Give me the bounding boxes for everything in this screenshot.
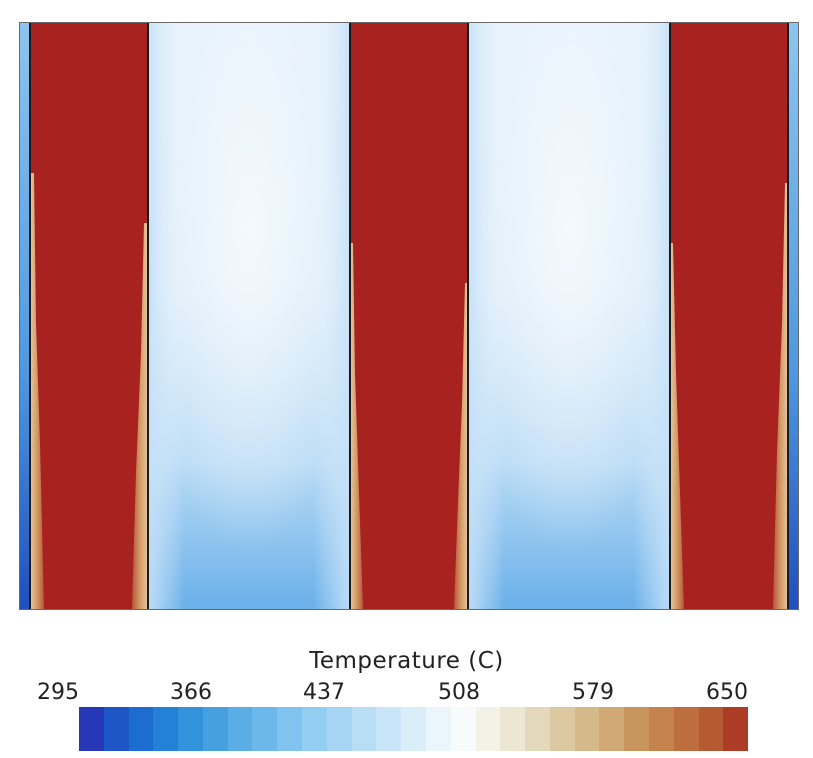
right-edge-strip bbox=[788, 23, 798, 609]
cool-region-2 bbox=[468, 23, 670, 609]
colorbar-cell bbox=[648, 707, 674, 751]
colorbar-cell bbox=[277, 707, 303, 751]
colorbar-cell bbox=[549, 707, 575, 751]
colorbar-cell bbox=[425, 707, 451, 751]
colorbar-cell bbox=[376, 707, 402, 751]
colorbar-cell bbox=[302, 707, 327, 751]
colorbar-tick-label: 437 bbox=[303, 680, 345, 705]
hot-bar-3 bbox=[670, 23, 788, 609]
colorbar-cell bbox=[79, 707, 104, 751]
colorbar-cell bbox=[326, 707, 352, 751]
colorbar-cell bbox=[450, 707, 476, 751]
colorbar-cell bbox=[252, 707, 278, 751]
colorbar-tick-label: 579 bbox=[572, 680, 614, 705]
colorbar-cell bbox=[475, 707, 501, 751]
region-boundaries bbox=[29, 23, 789, 609]
colorbar-cell bbox=[599, 707, 625, 751]
colorbar-cell bbox=[500, 707, 526, 751]
cool-region-1 bbox=[148, 23, 350, 609]
contour-field bbox=[20, 23, 798, 609]
colorbar-cell bbox=[351, 707, 377, 751]
colorbar-cell bbox=[401, 707, 426, 751]
colorbar-cell bbox=[202, 707, 228, 751]
colorbar-title: Temperature (C) bbox=[309, 648, 504, 674]
left-edge-strip bbox=[20, 23, 30, 609]
colorbar-cell bbox=[178, 707, 203, 751]
colorbar-cell bbox=[673, 707, 699, 751]
colorbar-cell bbox=[723, 707, 749, 751]
colorbar-cell bbox=[103, 707, 129, 751]
colorbar-tick-label: 650 bbox=[706, 680, 748, 705]
colorbar-cell bbox=[227, 707, 253, 751]
colorbar-tick-label: 366 bbox=[170, 680, 212, 705]
colorbar-cell bbox=[574, 707, 600, 751]
temperature-contour-plot bbox=[19, 22, 799, 610]
colorbar-cell bbox=[525, 707, 550, 751]
hot-bar-1 bbox=[30, 23, 148, 609]
colorbar-tick-label: 295 bbox=[37, 680, 79, 705]
colorbar-cell bbox=[698, 707, 724, 751]
temperature-colorbar bbox=[79, 707, 749, 751]
colorbar-tick-label: 508 bbox=[438, 680, 480, 705]
hot-bar-2 bbox=[350, 23, 468, 609]
colorbar-cell bbox=[128, 707, 154, 751]
colorbar-cell bbox=[153, 707, 179, 751]
colorbar-cell bbox=[624, 707, 649, 751]
